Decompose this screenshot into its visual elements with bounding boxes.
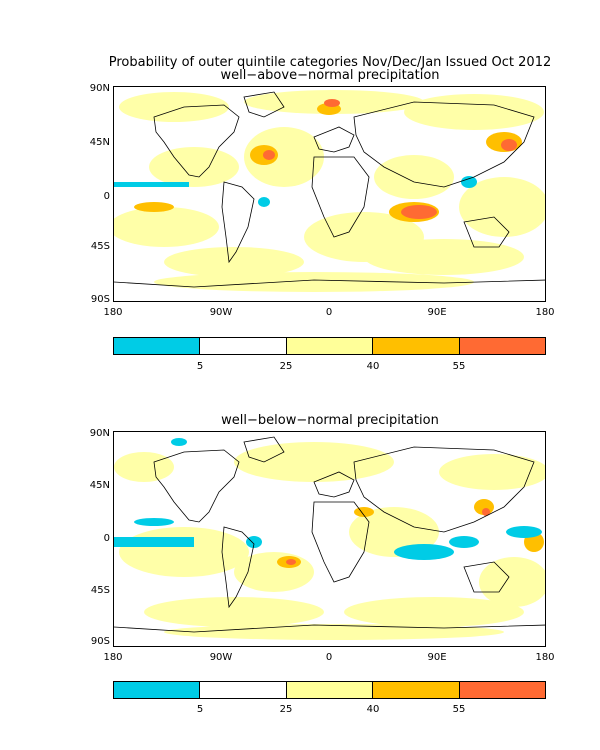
colorbar-seg-2 [200,338,287,354]
colorbar-seg-2 [200,682,287,698]
lon-label-0-1: 0 [325,307,333,318]
lon-label-90e-2: 90E [427,652,447,663]
colorbar-seg-3 [286,338,374,354]
world-map-above [114,87,545,301]
lat-label-90n-2: 90N [89,428,110,439]
colorbar-seg-5 [459,338,546,354]
main-title: Probability of outer quintile categories… [108,55,552,70]
lon-label-180w-2: 180 [103,652,123,663]
colorbar-label-40-2: 40 [366,704,380,715]
panel-1-subtitle: well−above−normal precipitation [220,68,440,83]
colorbar-seg-1 [114,682,201,698]
colorbar-2 [113,681,546,699]
colorbar-label-25-1: 25 [279,361,293,372]
lon-label-90e-1: 90E [427,307,447,318]
panel-2-subtitle: well−below−normal precipitation [221,413,439,428]
colorbar-seg-1 [114,338,201,354]
colorbar-seg-3 [286,682,374,698]
lat-label-45s-1: 45S [90,241,110,252]
colorbar-1 [113,337,546,355]
colorbar-label-25-2: 25 [279,704,293,715]
lon-label-180e-1: 180 [535,307,555,318]
lon-label-90w-1: 90W [209,307,233,318]
colorbar-seg-4 [373,682,460,698]
lat-label-45s-2: 45S [90,585,110,596]
lon-label-90w-2: 90W [209,652,233,663]
lat-label-0-2: 0 [103,533,110,544]
lat-label-90n-1: 90N [89,83,110,94]
lon-label-0-2: 0 [325,652,333,663]
colorbar-seg-4 [373,338,460,354]
colorbar-label-55-2: 55 [452,704,466,715]
colorbar-label-40-1: 40 [366,361,380,372]
lat-label-45n-2: 45N [89,480,110,491]
colorbar-seg-5 [459,682,546,698]
lat-label-90s-1: 90S [90,294,110,305]
colorbar-label-55-1: 55 [452,361,466,372]
lat-label-45n-1: 45N [89,137,110,148]
lat-label-0-1: 0 [103,191,110,202]
lon-label-180e-2: 180 [535,652,555,663]
map-panel-above-normal [113,86,546,302]
lat-label-90s-2: 90S [90,636,110,647]
world-map-below [114,432,545,646]
map-panel-below-normal [113,431,546,647]
colorbar-label-5-2: 5 [196,704,204,715]
colorbar-label-5-1: 5 [196,361,204,372]
lon-label-180w-1: 180 [103,307,123,318]
